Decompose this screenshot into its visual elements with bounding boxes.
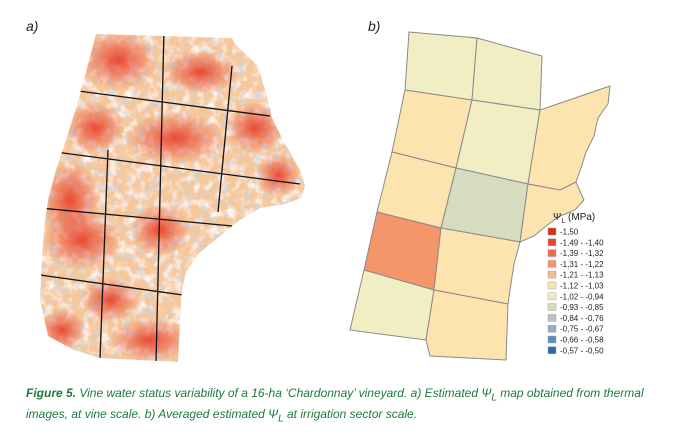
sector-r1c1 xyxy=(404,31,478,101)
legend-label: -1,02 - -0,94 xyxy=(560,292,604,301)
panel-b-sector-map xyxy=(349,31,611,361)
panel-a-thermal-map xyxy=(40,34,305,362)
legend-swatch xyxy=(547,314,557,322)
legend-swatch xyxy=(547,335,557,344)
caption-text: Vine water status variability of a 16-ha… xyxy=(76,386,492,400)
legend-label: -1,49 - -1,40 xyxy=(560,238,604,247)
legend-label: -0,84 - -0,76 xyxy=(560,314,604,323)
legend-title: ΨL (MPa) xyxy=(553,212,595,225)
legend-swatch xyxy=(547,292,557,300)
sector-r5c2 xyxy=(425,289,509,361)
legend-label: -1,39 - -1,32 xyxy=(560,249,604,258)
caption-text-3: at irrigation sector scale. xyxy=(283,407,418,422)
legend-swatch xyxy=(547,249,557,257)
legend-swatch xyxy=(547,325,557,333)
legend-label: -1,50 xyxy=(560,228,579,237)
panel-b-label: b) xyxy=(368,18,381,34)
figure-caption: Figure 5. Vine water status variability … xyxy=(26,385,686,428)
caption-subscript-1: L xyxy=(491,392,497,404)
legend-swatch xyxy=(547,238,557,247)
legend: ΨL (MPa) -1,50-1,49 - -1,40 -1,39 - -1,32… xyxy=(547,212,604,355)
caption-subscript-2: L xyxy=(278,413,284,425)
legend-swatch xyxy=(547,346,557,354)
legend-label: -0,93 - -0,85 xyxy=(560,303,604,312)
figure-canvas: ΨL (MPa) -1,50-1,49 - -1,40 -1,39 - -1,32… xyxy=(40,31,611,362)
legend-label: -0,57 - -0,50 xyxy=(560,346,604,355)
legend-swatch xyxy=(547,271,557,279)
caption-text-2: map obtained from thermal images, at vin… xyxy=(26,386,644,422)
legend-swatch xyxy=(547,303,557,311)
legend-label: -1,31 - -1,22 xyxy=(560,260,604,269)
legend-label: -0,75 - -0,67 xyxy=(560,325,604,334)
sector-r1c2 xyxy=(471,37,543,111)
legend-swatch xyxy=(547,227,557,236)
panel-a-label: a) xyxy=(26,18,39,34)
legend-label: -1,21 - -1,13 xyxy=(560,271,604,280)
legend-swatch xyxy=(547,281,557,290)
legend-swatch xyxy=(547,260,557,268)
caption-figure-number: Figure 5. xyxy=(26,386,77,400)
legend-label: -0,66 - -0,58 xyxy=(560,336,604,345)
legend-label: -1,12 - -1,03 xyxy=(560,282,604,291)
sector-r3c3 xyxy=(519,181,585,243)
